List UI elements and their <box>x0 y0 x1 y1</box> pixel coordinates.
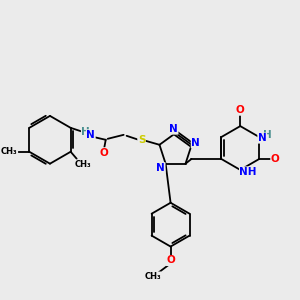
Text: N: N <box>156 163 165 173</box>
Text: O: O <box>236 105 244 115</box>
Text: NH: NH <box>239 167 257 177</box>
Text: N: N <box>169 124 178 134</box>
Text: H: H <box>263 130 272 140</box>
Text: O: O <box>166 256 175 266</box>
Text: CH₃: CH₃ <box>74 160 91 169</box>
Text: O: O <box>99 148 108 158</box>
Text: CH₃: CH₃ <box>1 147 18 156</box>
Text: H: H <box>81 127 90 137</box>
Text: S: S <box>138 135 145 145</box>
Text: N: N <box>191 138 200 148</box>
Text: N: N <box>258 133 267 143</box>
Text: CH₃: CH₃ <box>144 272 161 281</box>
Text: N: N <box>86 130 95 140</box>
Text: O: O <box>271 154 280 164</box>
